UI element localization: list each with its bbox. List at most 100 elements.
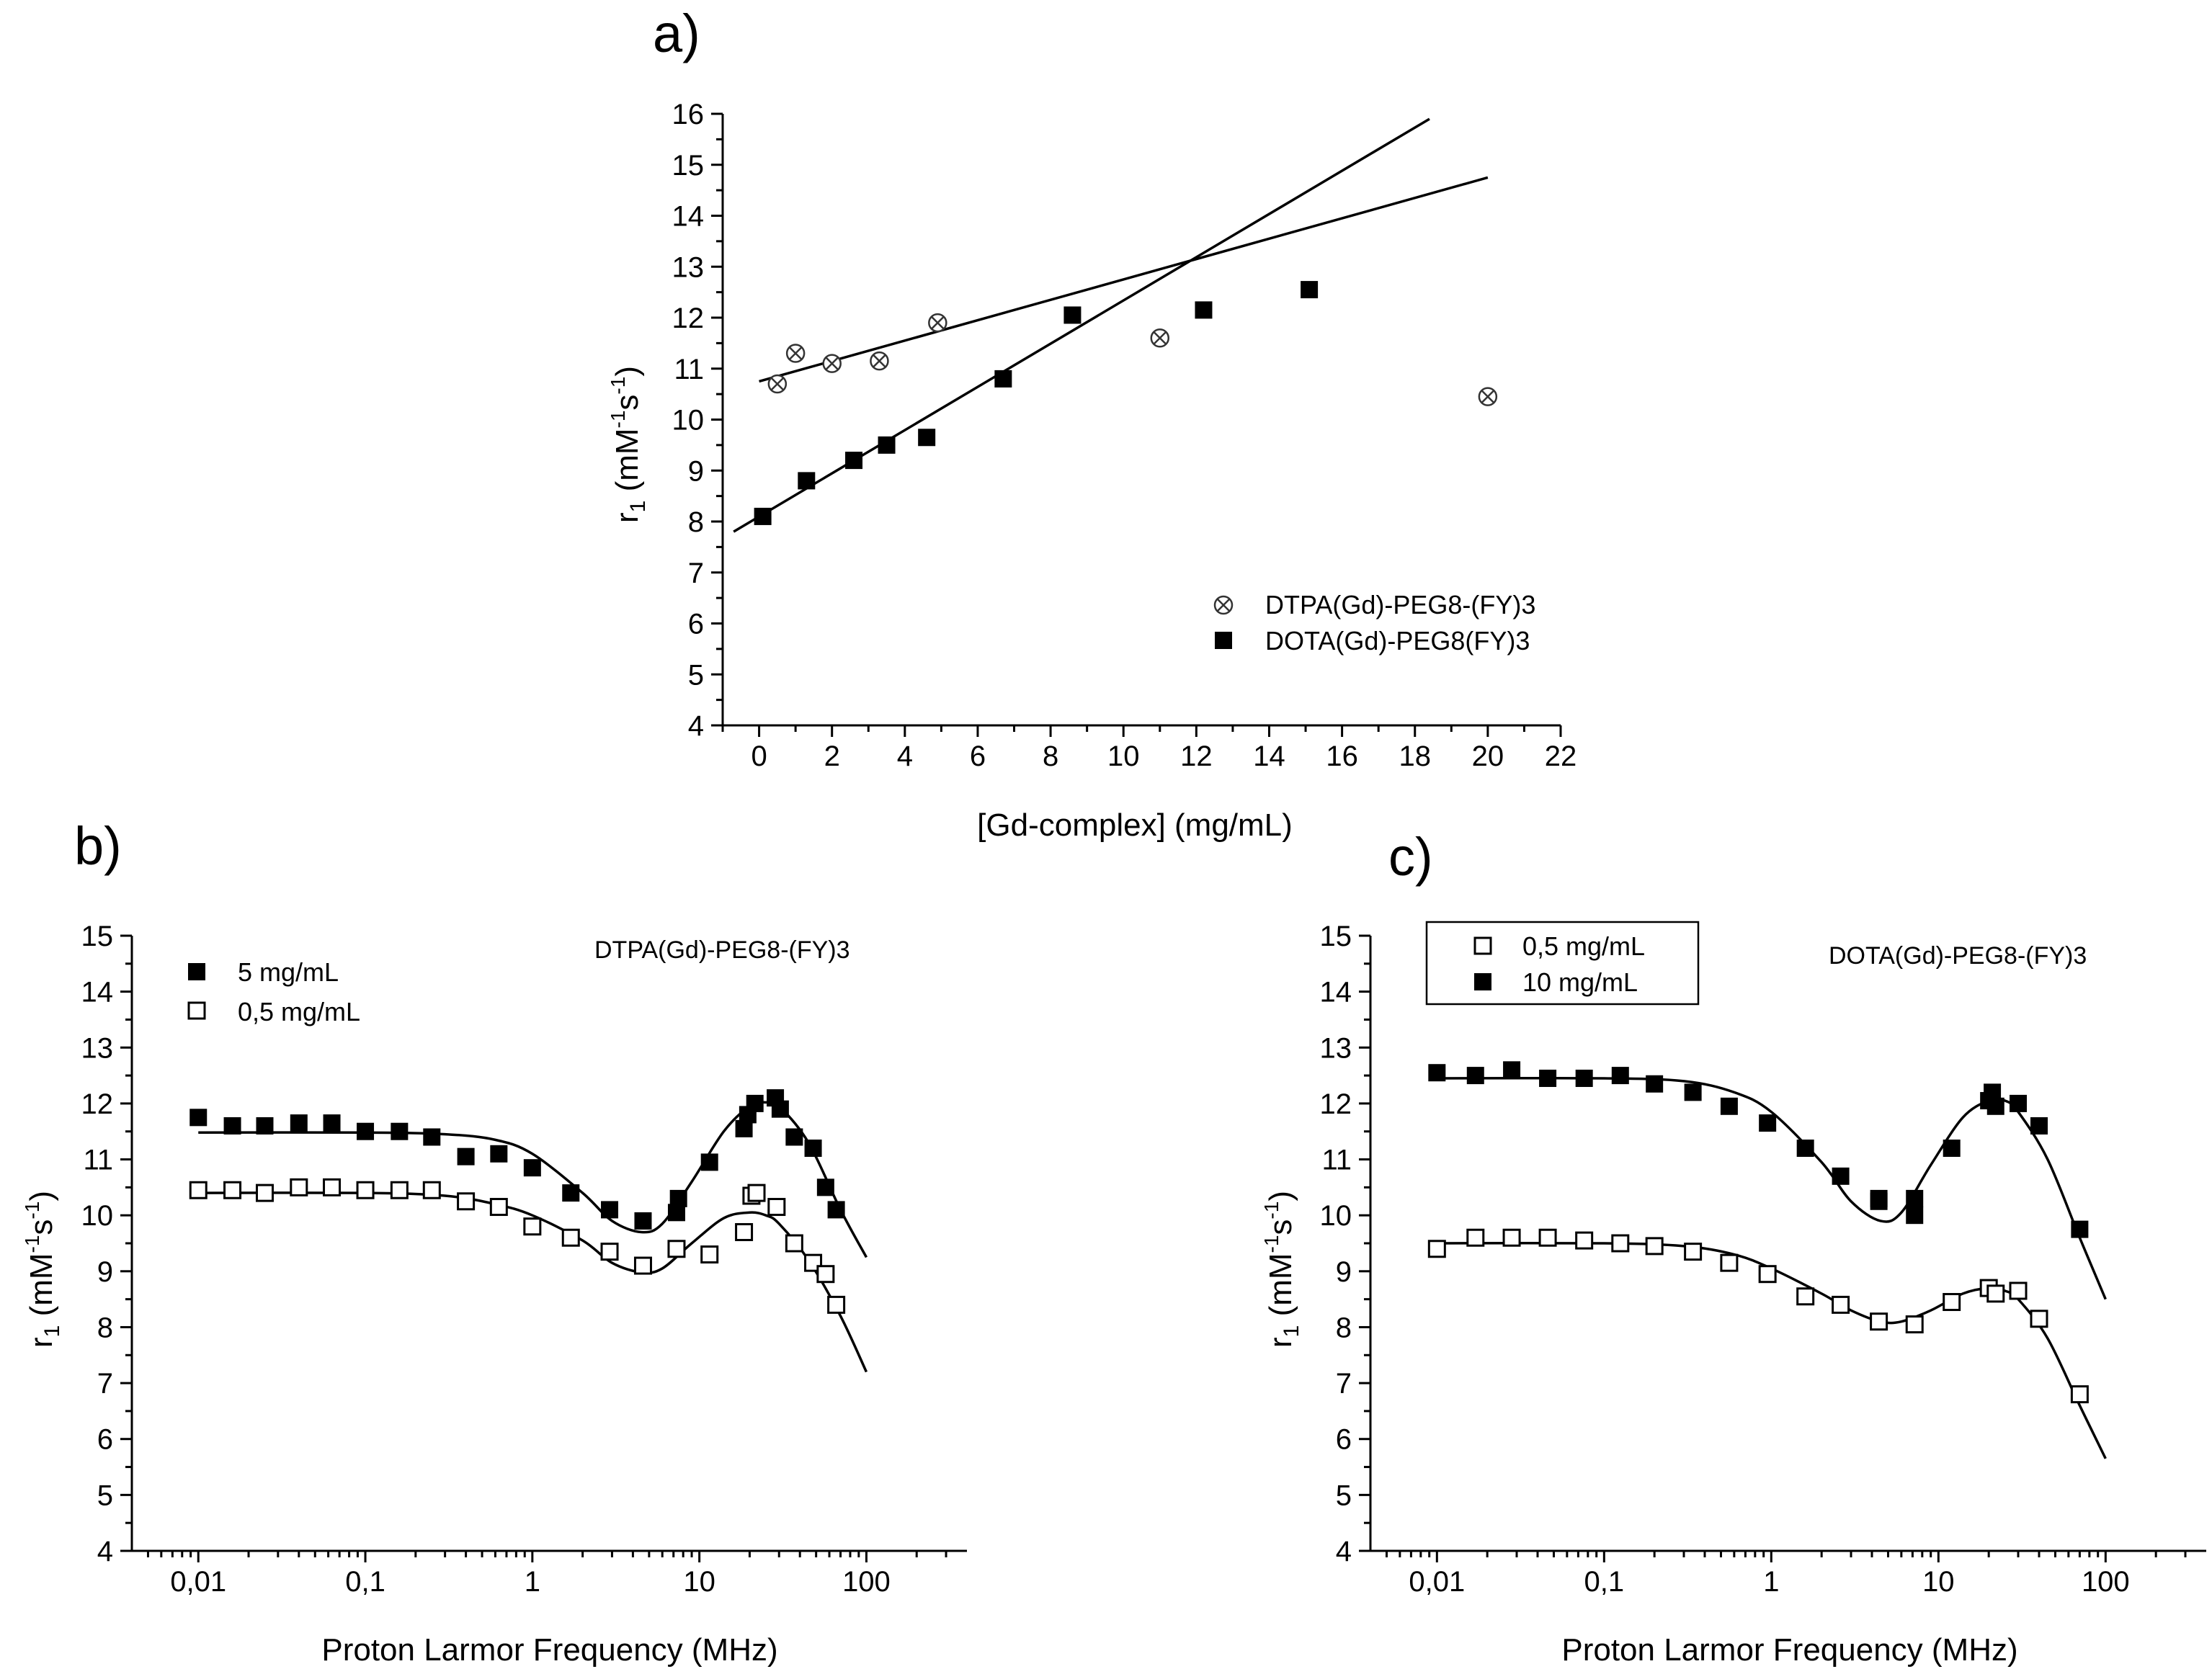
panel-a-series-0-point [928,313,947,333]
panel-c-series-1-point [1503,1061,1521,1079]
panel-b-y-tick-label: 7 [97,1368,113,1400]
panel-c-x-tick-label: 0,01 [1409,1566,1465,1598]
panel-c-series-0-point [1502,1228,1521,1247]
panel-c-series-0-point [2030,1310,2048,1328]
panel-c-series-0-point [1720,1253,1739,1272]
panel-b-series-0-point [290,1114,308,1132]
panel-b-series-1-point [767,1198,786,1217]
panel-b-y-tick-label: 8 [97,1312,113,1343]
panel-a-series-0-point [767,374,788,394]
panel-c-series-1-point [1796,1140,1814,1158]
panel-c-y-tick-label: 13 [1320,1032,1352,1064]
panel-b-series-1-point [600,1243,619,1261]
panel-b-series-1-point [700,1245,719,1264]
panel-a-series-1-point [798,472,816,490]
panel-a-y-tick-label: 14 [672,201,705,233]
panel-c-series-1-point [1684,1083,1702,1101]
panel-b-series-0-point [562,1184,580,1202]
panel-c-series-1-point [2071,1220,2089,1238]
panel-c-label: c) [1388,827,1433,887]
legend-label-05mg-c: 0,5 mg/mL [1522,931,1645,961]
panel-b-series-1-point [523,1217,542,1236]
legend-marker-10mg [1474,973,1491,990]
panel-b-series-0-point [669,1189,687,1207]
panel-a-y-tick-label: 5 [688,659,704,691]
panel-b-series-0-point [457,1147,475,1165]
panel-c-series-1-point [1428,1064,1446,1082]
panel-b-series-0-point [804,1140,822,1158]
legend-label-10mg: 10 mg/mL [1522,967,1638,997]
panel-a-series-1-point [994,370,1012,388]
panel-b-y-tick-label: 10 [81,1200,114,1232]
panel-b-series-1-point [223,1181,242,1199]
panel-c-series-0-point [1427,1240,1446,1258]
panel-c-y-axis-label: r1 (mM-1s-1) [1260,1191,1303,1348]
panel-c-y-tick-label: 8 [1336,1312,1352,1343]
panel-b-label: b) [74,816,122,876]
panel-b-series-0-point [771,1100,789,1118]
panel-a-y-tick-label: 16 [672,99,705,130]
panel-c-series-1-point [1943,1140,1961,1158]
panel-b-series-1-point [785,1234,803,1253]
panel-a-x-tick-label: 18 [1399,740,1431,772]
panel-a-y-tick-label: 4 [688,710,704,742]
panel-b-series-1-point [422,1181,441,1199]
panel-b-series-0-point [490,1145,508,1163]
panel-c-series-0-point [1943,1293,1961,1312]
panel-b-series-0-point [785,1128,803,1146]
panel-b-series-1-point [323,1178,342,1196]
panel-c-y-tick-label: 6 [1336,1424,1352,1456]
legend-label-dtpa: DTPA(Gd)-PEG8-(FY)3 [1265,590,1535,619]
panel-b-legend: 5 mg/mL 0,5 mg/mL [187,957,360,1026]
panel-b-series-1-point [457,1192,476,1211]
panel-b-series-1-point [827,1295,846,1314]
panel-b-series-1-point [747,1183,766,1202]
panel-b-series-1-point [189,1181,208,1199]
panel-c-x-tick-label: 100 [2082,1566,2130,1598]
panel-a-x-tick-label: 10 [1107,740,1140,772]
panel-b-y-tick-label: 15 [81,921,114,952]
panel-b-series-0-point [223,1117,241,1135]
panel-b-y-tick-label: 12 [81,1088,114,1120]
panel-c-series-1-point [1906,1207,1924,1225]
panel-c-series-1-point [1611,1067,1629,1085]
panel-c-x-axis-label: Proton Larmor Frequency (MHz) [1561,1632,2017,1668]
legend-marker-dota [1215,632,1232,649]
panel-c-y-tick-label: 12 [1320,1088,1352,1120]
panel-a-x-tick-label: 20 [1472,740,1504,772]
panel-a-series-1-point [1195,301,1213,319]
panel-b-x-tick-label: 0,1 [345,1566,385,1598]
panel-a-y-tick-label: 8 [688,506,704,538]
panel-a-series-0-point [822,354,842,373]
panel-c-series-0-point [1611,1234,1630,1253]
panel-c-x-tick-label: 1 [1763,1566,1779,1598]
panel-b-chart: b) DTPA(Gd)-PEG8-(FY)3 Proton Larmor Fre… [21,816,967,1668]
panel-b-series-0-point [634,1212,652,1230]
panel-a-series-0-point [785,344,806,363]
panel-b-series-1-point [390,1181,409,1199]
panel-c-series-0-point [1870,1312,1888,1331]
panel-b-series-1-point [489,1198,508,1217]
panel-c-series-1-point [1466,1067,1484,1085]
panel-c-y-tick-label: 7 [1336,1368,1352,1400]
panel-a-x-tick-label: 0 [751,740,767,772]
panel-c-series-0-point [2009,1281,2028,1300]
panel-b-series-1-point [667,1240,686,1258]
legend-marker-dtpa [1213,595,1234,615]
panel-c-series-0-point [1575,1231,1594,1250]
panel-b-y-axis-label: r1 (mM-1s-1) [21,1191,64,1348]
panel-b-series-0-point [357,1122,375,1140]
legend-marker-05mg-c [1473,936,1492,955]
panel-c-series-1-point [1759,1114,1777,1132]
panel-b-series-1-point [290,1178,308,1196]
panel-c-series-1-point [1986,1097,2004,1115]
panel-a-y-tick-label: 6 [688,609,704,640]
panel-c-annotation: DOTA(Gd)-PEG8-(FY)3 [1829,942,2087,970]
panel-c-series-0-point [1466,1228,1485,1247]
panel-b-x-tick-label: 1 [525,1566,540,1598]
panel-a-y-tick-label: 15 [672,150,705,182]
panel-b-fit-line-0 [198,1100,868,1258]
panel-b-x-tick-label: 10 [683,1566,715,1598]
panel-a-series-1-point [918,429,936,447]
panel-c-series-1-point [1539,1069,1557,1087]
